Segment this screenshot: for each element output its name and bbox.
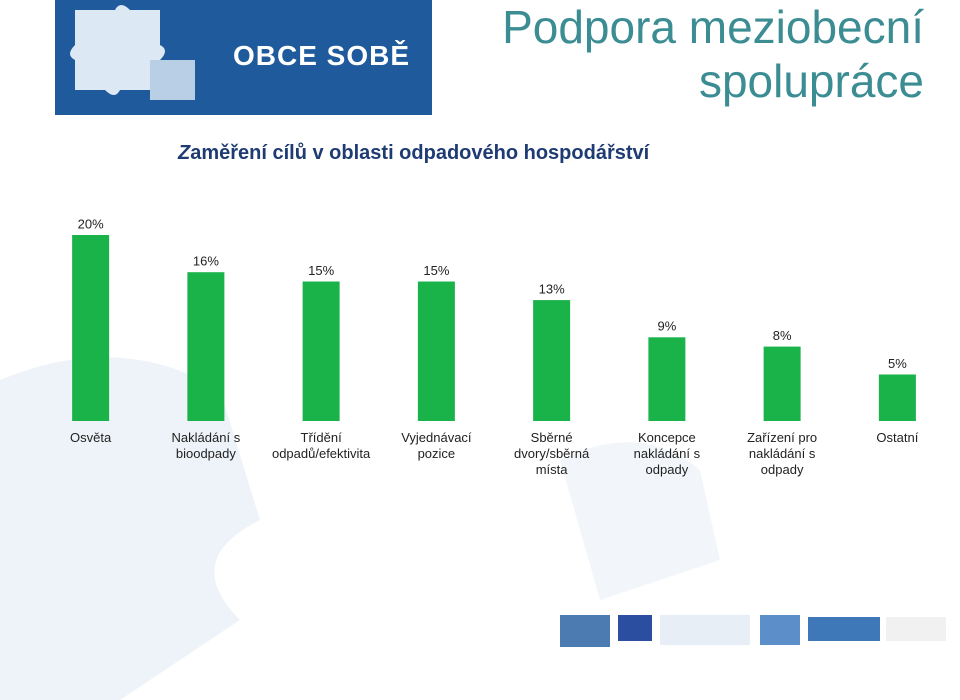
category-label: Nakládání s bioodpady [171, 430, 241, 461]
value-label: 13% [539, 282, 565, 297]
category-label: Osvěta [70, 430, 112, 445]
value-label: 16% [193, 254, 219, 269]
puzzle-icon [70, 5, 195, 100]
category-label: Ostatní [876, 430, 919, 445]
bar [417, 281, 455, 421]
bar [878, 374, 916, 421]
bar [187, 272, 225, 421]
logo: OBCE SOBĚ [55, 0, 432, 115]
category-label: Vyjednávací pozice [401, 430, 472, 461]
bar [72, 235, 110, 421]
category-label: Zařízení pro nakládání s odpady [747, 430, 818, 477]
bar [302, 281, 340, 421]
slide-title: Podpora meziobecní spolupráce [502, 1, 924, 107]
bar [533, 300, 571, 421]
chart-title: Zaměření cílů v oblasti odpadového hospo… [178, 142, 650, 164]
logo-text: OBCE SOBĚ [233, 40, 411, 71]
category-label: Koncepce nakládání s odpady [633, 430, 701, 477]
category-label: Třídění odpadů/efektivita [271, 430, 371, 461]
value-label: 9% [657, 319, 676, 334]
bar [648, 337, 686, 421]
value-label: 5% [888, 356, 907, 371]
value-label: 15% [308, 263, 334, 278]
bar [763, 346, 801, 421]
value-label: 8% [773, 328, 792, 343]
value-label: 20% [78, 216, 104, 231]
value-label: 15% [423, 263, 449, 278]
category-label: Sběrné dvory/sběrná místa [514, 430, 590, 477]
